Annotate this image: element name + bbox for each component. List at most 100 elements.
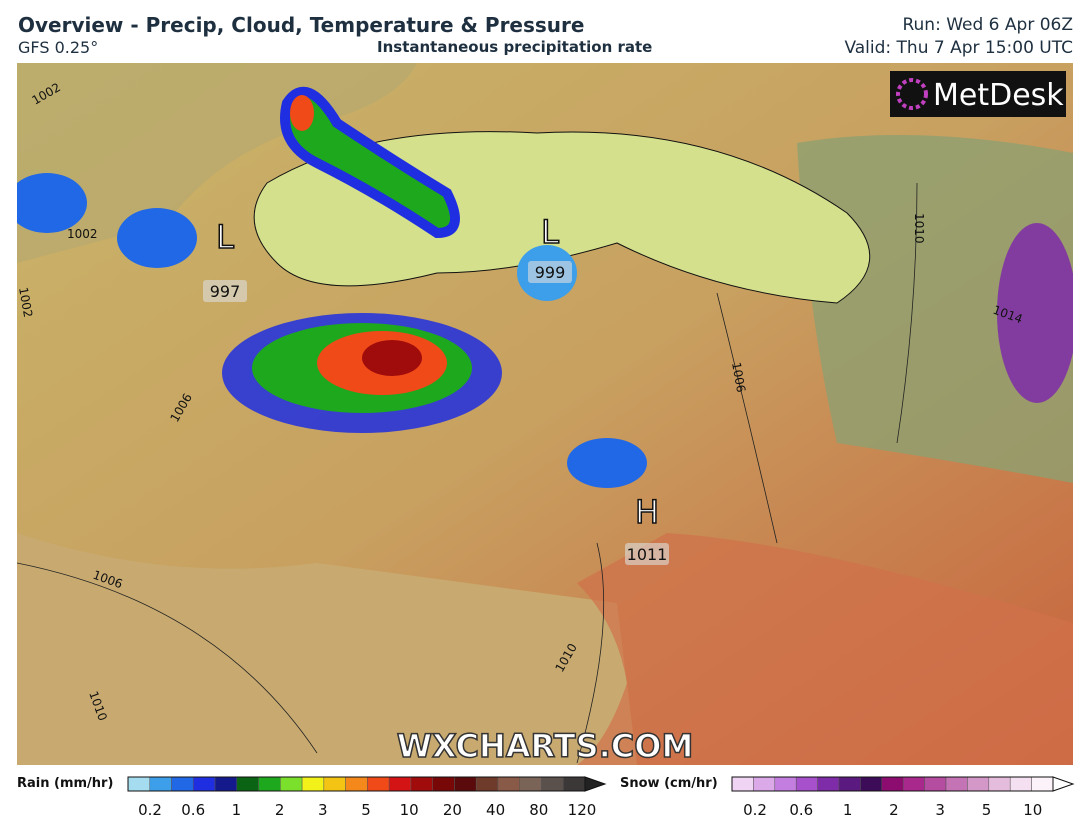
- sea: [17, 533, 637, 765]
- legend-tick: 10: [1023, 801, 1042, 819]
- legend-tick: 0.2: [743, 801, 767, 819]
- legend-swatch: [838, 776, 861, 792]
- legend-tick: 5: [361, 801, 371, 819]
- legend-swatch: [214, 776, 238, 792]
- legend-swatch: [774, 776, 797, 792]
- legend-tick: 120: [568, 801, 597, 819]
- legend-swatch: [454, 776, 477, 792]
- legend-swatch: [367, 776, 390, 792]
- legend-tick: 2: [889, 801, 899, 819]
- legend-tick: 0.2: [138, 801, 162, 819]
- legend-swatch: [817, 776, 840, 792]
- legend-swatch: [323, 776, 346, 792]
- legend-swatch: [345, 776, 368, 792]
- legend-tick: 2: [275, 801, 285, 819]
- legend-tick: 0.6: [181, 801, 205, 819]
- precip: [17, 86, 1073, 488]
- logo-icon: [896, 78, 928, 110]
- isobar-label: 1006: [729, 361, 748, 394]
- legend-frame: [127, 776, 586, 792]
- legend-swatch: [301, 776, 325, 792]
- pressure-value-box: [203, 280, 247, 302]
- logo-box: [890, 71, 1066, 117]
- precip-area: [290, 95, 314, 131]
- legend-tick: 80: [529, 801, 548, 819]
- pressure-value: 1011: [627, 545, 668, 564]
- isobar-label: 1002: [17, 286, 35, 319]
- legend-swatch: [497, 776, 520, 792]
- legend-swatch: [149, 776, 172, 792]
- precip-area: [362, 340, 422, 376]
- legend-arrow: [1052, 776, 1075, 792]
- legend-tick: 1: [843, 801, 853, 819]
- pressure-symbol: H: [635, 493, 659, 531]
- legend-label: Snow (cm/hr): [620, 776, 718, 791]
- legend-swatch: [541, 776, 564, 792]
- legend-swatch: [1031, 776, 1054, 792]
- legend-tick: 40: [486, 801, 505, 819]
- legend-swatch: [171, 776, 194, 792]
- legend-tick: 3: [935, 801, 945, 819]
- legend-swatch: [280, 776, 303, 792]
- legend-swatch: [236, 776, 259, 792]
- legend-swatch: [902, 776, 925, 792]
- legend-swatch: [753, 776, 776, 792]
- isobar-label: 1002: [67, 227, 98, 241]
- subtitle: Instantaneous precipitation rate: [377, 38, 653, 56]
- desert: [577, 533, 1073, 765]
- precip-area: [117, 208, 197, 268]
- isobars: [17, 182, 918, 764]
- legend-swatch: [127, 776, 151, 792]
- pressure-value-box: [528, 261, 572, 283]
- legend-tick: 5: [982, 801, 992, 819]
- legend-swatch: [258, 776, 281, 792]
- pressure-value: 999: [535, 263, 566, 282]
- pressure-symbol: L: [541, 213, 559, 251]
- legend: Rain (mm/hr) 0.2 0.6 1 2 3 5 10 20 40 80 120 Snow (c…: [17, 776, 1075, 819]
- caucasus: [797, 135, 1073, 483]
- pressure-value-box: [625, 543, 669, 565]
- isobar: [17, 562, 318, 754]
- pressure-value: 997: [210, 282, 241, 301]
- legend-swatch: [924, 776, 947, 792]
- legend-swatch: [388, 776, 412, 792]
- legend-swatch: [988, 776, 1011, 792]
- legend-tick: 3: [318, 801, 328, 819]
- legend-label: Rain (mm/hr): [17, 776, 113, 791]
- legend-swatch: [967, 776, 990, 792]
- valid: Valid: Thu 7 Apr 15:00 UTC: [844, 38, 1073, 58]
- precip-area: [17, 173, 87, 233]
- map: MetDesk WXCHARTS.COM L 997 L 999 H 1011 1002 10…: [17, 63, 1073, 765]
- legend-swatch: [1009, 776, 1032, 792]
- snow-area: [997, 223, 1073, 403]
- pressure-symbol: L: [216, 218, 234, 256]
- legend-swatch: [475, 776, 499, 792]
- legend-tick: 1: [232, 801, 242, 819]
- legend-swatch: [795, 776, 818, 792]
- isobar-label: 1010: [912, 213, 926, 244]
- isobar: [576, 542, 605, 764]
- precip-area: [280, 86, 460, 239]
- legend-swatch: [410, 776, 433, 792]
- precip-area: [567, 438, 647, 488]
- legend-tick: 0.6: [789, 801, 813, 819]
- isobar: [896, 182, 918, 444]
- legend-swatch: [519, 776, 542, 792]
- legend-swatch: [945, 776, 968, 792]
- legend-swatch: [432, 776, 455, 792]
- logo: MetDesk: [933, 78, 1064, 113]
- title: Overview - Precip, Cloud, Temperature & …: [18, 13, 585, 37]
- legend-swatch: [860, 776, 883, 792]
- legend-tick: 20: [443, 801, 462, 819]
- model: GFS 0.25°: [18, 38, 99, 57]
- legend-swatch: [562, 776, 586, 792]
- legend-frame: [731, 776, 1054, 792]
- legend-tick: 10: [400, 801, 419, 819]
- legend-arrow: [584, 776, 607, 792]
- legend-swatch: [881, 776, 904, 792]
- legend-swatch: [193, 776, 216, 792]
- legend-swatch: [731, 776, 754, 792]
- run: Run: Wed 6 Apr 06Z: [902, 15, 1073, 35]
- watermark: WXCHARTS.COM: [397, 727, 694, 765]
